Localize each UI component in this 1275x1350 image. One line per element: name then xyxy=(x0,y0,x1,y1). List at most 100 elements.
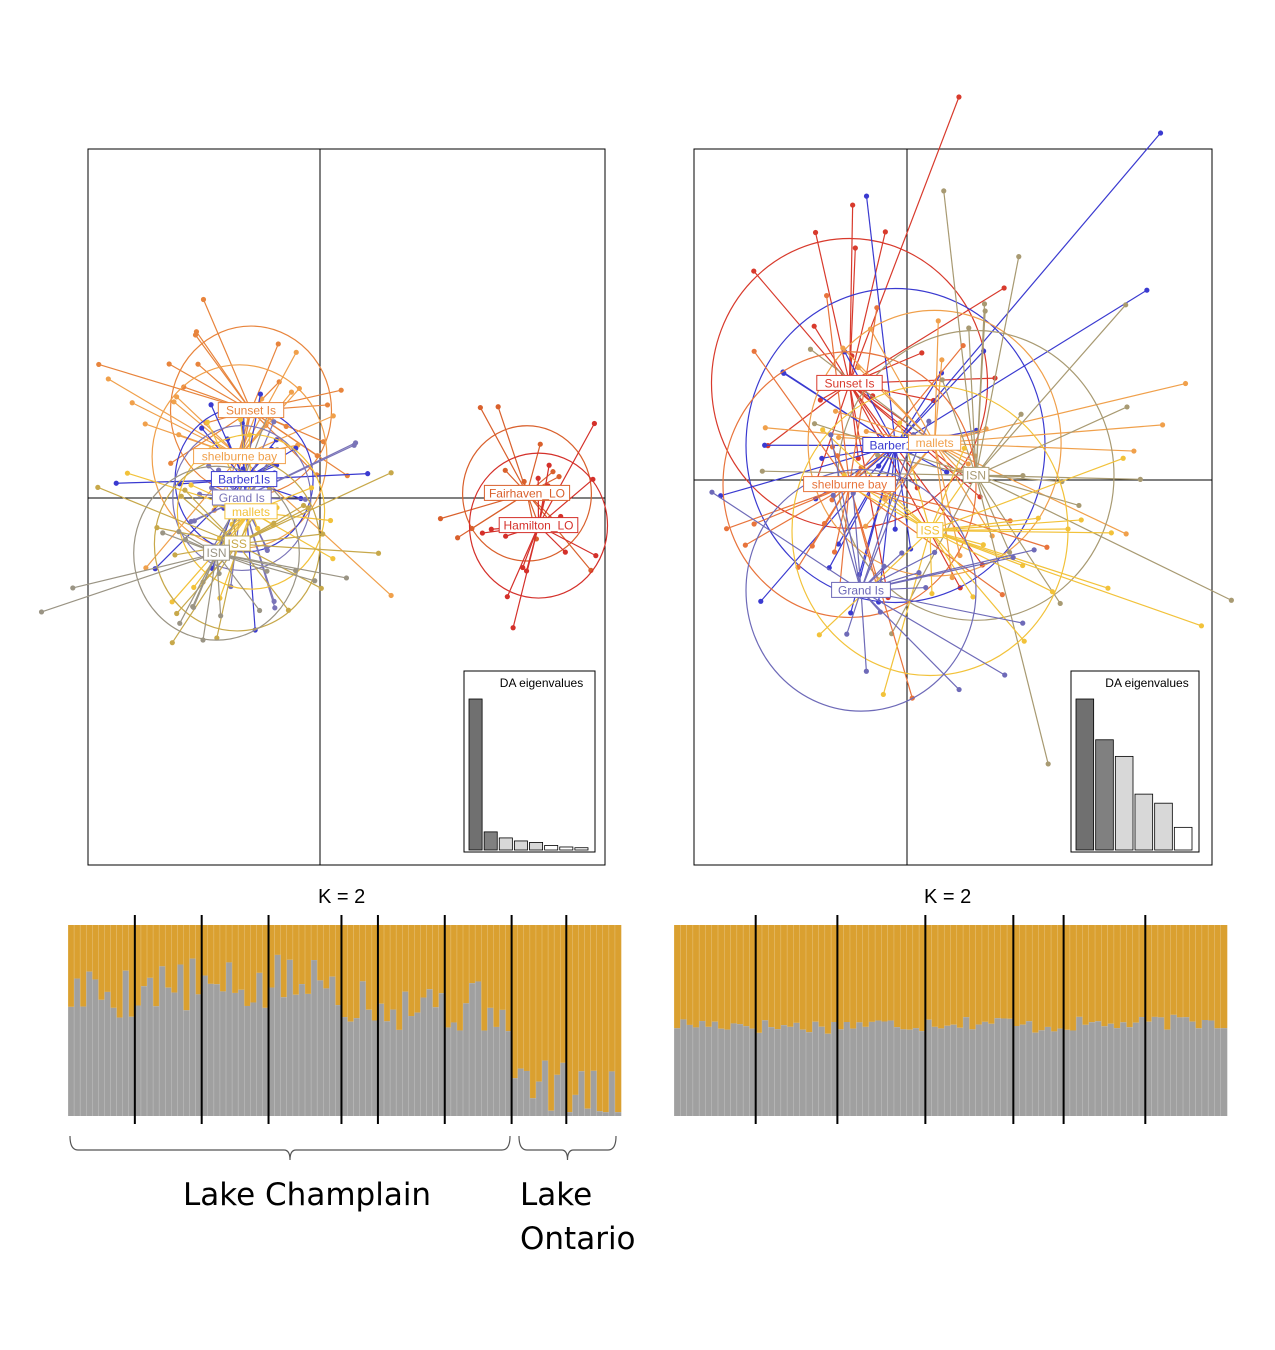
admixture-bar-cluster2 xyxy=(481,1030,488,1116)
star-segment xyxy=(929,530,1053,593)
data-point xyxy=(1002,672,1008,678)
data-point xyxy=(812,229,819,236)
group-label: ISN xyxy=(206,546,226,560)
data-point xyxy=(1044,544,1050,550)
admixture-bar-cluster2 xyxy=(931,1026,939,1116)
data-point xyxy=(479,530,485,536)
inset-frame xyxy=(463,670,596,853)
admixture-bar-cluster1 xyxy=(329,925,336,977)
data-point xyxy=(275,341,281,347)
admixture-bar-cluster1 xyxy=(1032,925,1039,1033)
admixture-bar-cluster2 xyxy=(743,1026,750,1116)
data-point xyxy=(759,468,765,474)
admixture-bar-cluster1 xyxy=(426,925,433,990)
data-point xyxy=(237,417,244,423)
admixture-bar-cluster1 xyxy=(286,925,294,960)
admixture-bar-cluster1 xyxy=(717,925,725,1029)
eigenvalue-bar xyxy=(529,842,544,851)
admixture-bar-cluster1 xyxy=(74,925,81,979)
data-point xyxy=(218,613,224,619)
data-point xyxy=(1020,473,1026,479)
admixture-bar-cluster1 xyxy=(705,925,713,1027)
data-point xyxy=(1001,285,1007,291)
data-point xyxy=(960,342,966,349)
data-point xyxy=(1144,287,1150,293)
admixture-bar-cluster1 xyxy=(1151,925,1159,1017)
data-point xyxy=(168,460,174,466)
admixture-bar-cluster2 xyxy=(856,1022,863,1116)
inertia-ellipse xyxy=(791,385,1069,677)
admixture-bar-cluster2 xyxy=(1214,1028,1222,1116)
data-point xyxy=(365,471,371,477)
admixture-bar-cluster1 xyxy=(195,925,202,995)
admixture-bar-cluster1 xyxy=(692,925,700,1028)
admixture-bar-cluster2 xyxy=(578,1071,585,1116)
admixture-bar-cluster1 xyxy=(238,925,245,990)
data-point xyxy=(302,496,309,502)
group-label: ISS xyxy=(228,537,247,551)
admixture-bar-cluster1 xyxy=(755,925,763,1033)
admixture-bar-cluster2 xyxy=(311,960,318,1116)
star-segment xyxy=(929,530,974,598)
plot-frame xyxy=(693,148,1213,866)
admixture-bar-cluster2 xyxy=(68,1006,75,1116)
admixture-bar-cluster2 xyxy=(1151,1016,1159,1116)
admixture-bar-cluster2 xyxy=(450,1022,458,1116)
star-segment xyxy=(941,379,977,476)
admixture-bar-cluster1 xyxy=(831,925,838,1023)
data-point xyxy=(188,482,194,488)
admixture-bar-cluster1 xyxy=(1057,925,1064,1029)
admixture-bar-cluster2 xyxy=(86,971,93,1116)
admixture-bar-cluster2 xyxy=(74,978,81,1116)
admixture-bar-cluster2 xyxy=(975,1024,983,1116)
admixture-bar-cluster1 xyxy=(893,925,901,1028)
admixture-bar-cluster2 xyxy=(900,1029,907,1116)
admixture-bar-cluster1 xyxy=(868,925,876,1022)
admixture-bar-cluster1 xyxy=(824,925,832,1034)
data-point xyxy=(1045,761,1051,767)
data-point xyxy=(762,442,768,448)
admixture-bar-cluster1 xyxy=(1107,925,1115,1024)
admixture-bar-cluster1 xyxy=(201,925,209,976)
admixture-bar-cluster2 xyxy=(140,986,148,1116)
star-segment xyxy=(975,475,1061,604)
group-label-box xyxy=(816,374,883,391)
data-point xyxy=(817,397,823,403)
admixture-bar-cluster2 xyxy=(1057,1028,1064,1116)
inertia-ellipse xyxy=(468,452,609,599)
admixture-bar-cluster1 xyxy=(761,925,769,1021)
data-point xyxy=(1182,380,1189,387)
admixture-bar-cluster1 xyxy=(1044,925,1052,1027)
admixture-bar-cluster1 xyxy=(1007,925,1014,1019)
star-segment xyxy=(934,442,1134,452)
admixture-bar-cluster2 xyxy=(371,1020,379,1116)
admixture-bar-cluster2 xyxy=(1019,1024,1027,1116)
admixture-bar-cluster1 xyxy=(80,925,87,1007)
admixture-bar-cluster2 xyxy=(183,1010,190,1116)
data-point xyxy=(1006,549,1013,555)
star-segment xyxy=(929,447,965,531)
admixture-bar-cluster1 xyxy=(1201,925,1209,1021)
data-point xyxy=(1123,531,1129,537)
data-point xyxy=(550,469,556,475)
star-segment xyxy=(860,589,1006,676)
admixture-bar-cluster2 xyxy=(201,975,209,1116)
admixture-bar-cluster1 xyxy=(950,925,958,1025)
admixture-bar-cluster2 xyxy=(317,980,324,1116)
inset-title: DA eigenvalues xyxy=(500,676,583,690)
admixture-bar-cluster1 xyxy=(956,925,964,1028)
data-point xyxy=(758,598,764,604)
star-segment xyxy=(895,350,985,446)
data-point xyxy=(1137,476,1143,482)
lake-ontario-bracket xyxy=(518,1135,617,1161)
group-label: Barber1Is xyxy=(218,473,270,487)
star-segment xyxy=(767,382,850,447)
data-point xyxy=(751,348,757,354)
data-point xyxy=(352,440,359,446)
admixture-bar-cluster1 xyxy=(165,925,172,988)
admixture-bar-cluster2 xyxy=(1145,1021,1152,1116)
star-segment xyxy=(849,484,1048,548)
admixture-bar-cluster1 xyxy=(780,925,788,1026)
admixture-bar-cluster1 xyxy=(1120,925,1127,1023)
data-point xyxy=(850,202,856,208)
